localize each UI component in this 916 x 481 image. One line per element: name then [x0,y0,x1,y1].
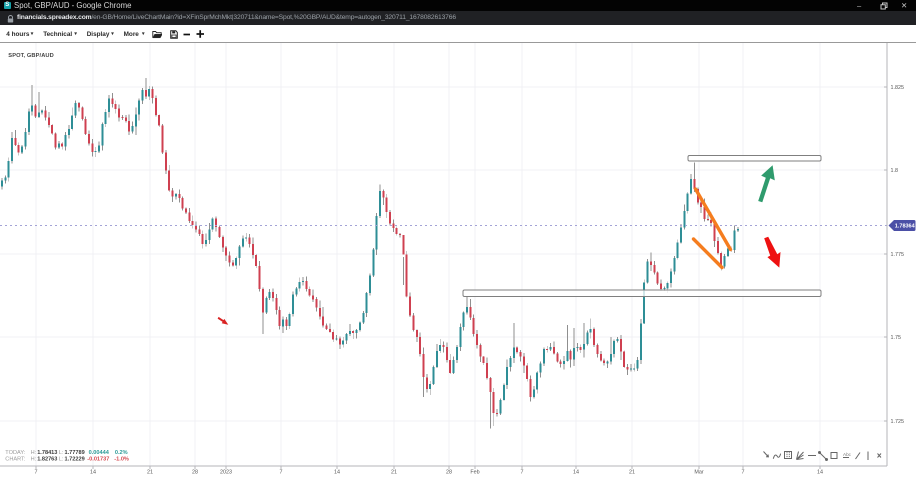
svg-text:1.825: 1.825 [891,85,905,91]
svg-text:28: 28 [192,470,198,476]
svg-text:0.00444: 0.00444 [89,450,110,456]
svg-text:TODAY:: TODAY: [5,450,25,456]
svg-text:H:: H: [31,450,37,456]
svg-text:21: 21 [391,470,397,476]
svg-text:7: 7 [280,470,283,476]
svg-text:Feb: Feb [470,470,479,476]
svg-text:L:: L: [59,450,64,456]
svg-text:14: 14 [90,470,96,476]
svg-text:-1.0%: -1.0% [114,457,129,463]
svg-text:1.78364: 1.78364 [895,224,916,230]
svg-text:28: 28 [446,470,452,476]
svg-text:2023: 2023 [220,470,232,476]
svg-text:7: 7 [742,470,745,476]
svg-text:Abc: Abc [843,452,852,457]
svg-text:1.725: 1.725 [891,419,905,425]
svg-text:21: 21 [629,470,635,476]
svg-text:L:: L: [59,457,64,463]
svg-text:7: 7 [35,470,38,476]
svg-text:21: 21 [147,470,153,476]
svg-text:1.78413: 1.78413 [37,450,57,456]
svg-text:0.2%: 0.2% [115,450,128,456]
svg-text:H:: H: [31,457,37,463]
svg-text:1.775: 1.775 [891,252,905,258]
svg-text:SPOT, GBP/AUD: SPOT, GBP/AUD [8,53,54,59]
svg-text:CHART:: CHART: [5,457,26,463]
svg-text:1.77789: 1.77789 [65,450,85,456]
svg-text:14: 14 [573,470,579,476]
svg-text:14: 14 [817,470,823,476]
svg-text:1.72229: 1.72229 [65,457,85,463]
svg-text:1.75: 1.75 [891,335,902,341]
svg-text:-0.01737: -0.01737 [87,457,109,463]
svg-text:Mar: Mar [694,470,703,476]
svg-text:14: 14 [334,470,340,476]
svg-text:7: 7 [521,470,524,476]
svg-text:1.8: 1.8 [891,168,899,174]
svg-text:1.82763: 1.82763 [37,457,57,463]
